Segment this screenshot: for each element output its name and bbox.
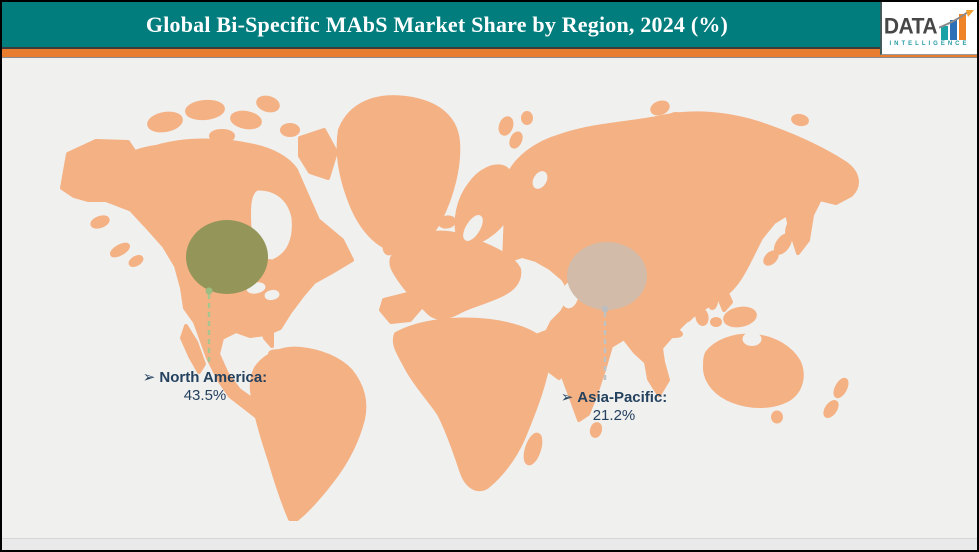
region-name-asia-pacific: ➢ Asia-Pacific: <box>560 389 668 406</box>
region-label-north-america: ➢ North America: 43.5% <box>105 369 305 405</box>
region-name-north-america: ➢ North America: <box>142 369 268 386</box>
region-label-asia-pacific: ➢ Asia-Pacific: 21.2% <box>514 389 714 425</box>
logo-text: DATA <box>883 13 938 39</box>
brand-logo: DATA INTELLIGENCE <box>880 2 977 55</box>
bubble-north-america <box>186 220 268 294</box>
logo-bars-icon <box>939 9 975 40</box>
region-value-asia-pacific: 21.2% <box>592 407 636 424</box>
arrow-bullet-icon: ➢ <box>142 369 156 386</box>
leader-dot-asia-pacific <box>601 305 609 313</box>
footer-strip <box>2 538 977 550</box>
title-bar: Global Bi-Specific MAbS Market Share by … <box>2 2 977 47</box>
map-land <box>60 95 859 521</box>
logo-subtext: INTELLIGENCE <box>889 40 970 47</box>
chart-title: Global Bi-Specific MAbS Market Share by … <box>145 11 729 37</box>
accent-stripe <box>2 47 977 58</box>
arrow-bullet-icon: ➢ <box>560 389 574 406</box>
leader-dot-north-america <box>205 287 213 295</box>
region-value-north-america: 43.5% <box>183 387 227 404</box>
logo-row: DATA <box>883 9 975 40</box>
bubble-asia-pacific <box>567 242 647 310</box>
